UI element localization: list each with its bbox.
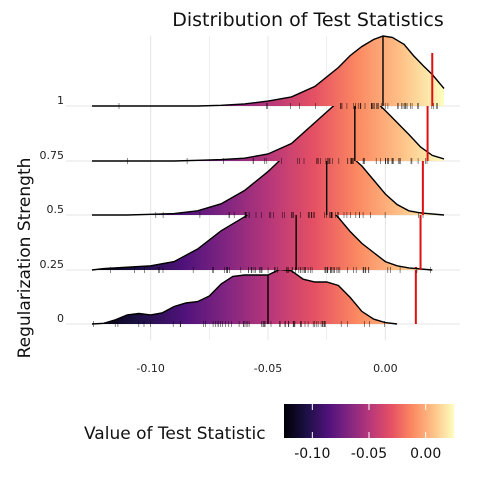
colorbar-tick-label: -0.05: [351, 446, 387, 462]
y-tick-label: 1: [57, 94, 64, 107]
rug-ticks: [118, 103, 439, 109]
rug-ticks: [127, 158, 428, 164]
density-fill: [92, 145, 444, 215]
x-tick-labels: -0.10 -0.05 0.00: [136, 362, 397, 375]
rug-ticks: [93, 321, 385, 327]
y-tick-labels: 0 0.25 0.5 0.75 1: [40, 94, 65, 325]
colorbar-ticks: -0.10 -0.05 0.00: [294, 404, 441, 462]
ridge-0.5: [92, 144, 445, 218]
colorbar-legend: Value of Test Statistic -0.10 -0.05 0.00: [84, 404, 454, 462]
y-axis-label: Regularization Strength: [15, 158, 35, 359]
x-tick-label: -0.10: [136, 362, 164, 375]
x-tick-label: 0.00: [373, 362, 398, 375]
density-fill: [92, 36, 444, 106]
x-tick-label: -0.05: [254, 362, 282, 375]
rug-ticks: [110, 267, 431, 273]
y-tick-label: 0.5: [47, 203, 65, 216]
y-tick-label: 0.25: [40, 258, 65, 271]
density-fill: [92, 200, 433, 270]
ridge-1: [92, 35, 445, 109]
density-fill: [92, 269, 398, 324]
ridge-0: [91, 267, 417, 327]
y-tick-label: 0: [57, 312, 64, 325]
density-outline: [92, 35, 445, 107]
legend-title: Value of Test Statistic: [84, 424, 266, 444]
rug-ticks: [155, 212, 424, 218]
colorbar-tick-label: -0.10: [294, 446, 330, 462]
y-tick-label: 0.75: [40, 149, 65, 162]
colorbar-tick-label: 0.00: [410, 446, 441, 462]
density-outline: [91, 268, 398, 325]
ridges: [91, 35, 445, 327]
chart-title: Distribution of Test Statistics: [172, 9, 444, 31]
